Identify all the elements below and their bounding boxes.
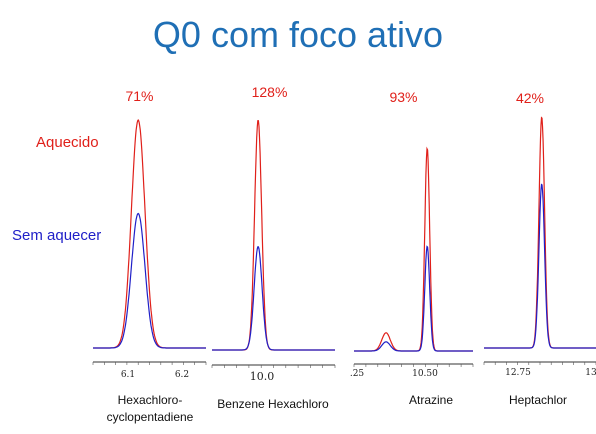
- x-tick-label: 13: [585, 368, 596, 378]
- legend-heated-label: Aquecido: [36, 134, 99, 151]
- x-tick-label: .25: [350, 369, 365, 379]
- legend-unheated-label: Sem aquecer: [12, 227, 102, 244]
- x-tick-label: 12.75: [505, 368, 531, 378]
- x-tick-label: 6.1: [121, 370, 135, 380]
- compound-name: Heptachlor: [509, 393, 567, 407]
- unheated-trace: [484, 183, 596, 349]
- x-tick-label: 10.0: [250, 370, 275, 383]
- heated-trace: [354, 146, 473, 352]
- x-tick-label: 6.2: [175, 370, 189, 380]
- unheated-trace: [93, 212, 206, 349]
- percent-label: 128%: [252, 84, 288, 100]
- compound-name: Atrazine: [409, 393, 453, 407]
- percent-label: 93%: [389, 89, 417, 105]
- slide-title: Q0 com foco ativo: [152, 14, 444, 55]
- unheated-trace: [212, 246, 335, 351]
- x-tick-label: 10.50: [412, 369, 438, 379]
- compound-name: Hexachloro-: [118, 393, 183, 407]
- percent-label: 42%: [516, 90, 544, 106]
- heated-trace: [212, 120, 335, 351]
- compound-name: cyclopentadiene: [107, 410, 194, 424]
- percent-label: 71%: [125, 88, 153, 104]
- unheated-trace: [354, 245, 473, 352]
- compound-name: Benzene Hexachloro: [217, 397, 329, 411]
